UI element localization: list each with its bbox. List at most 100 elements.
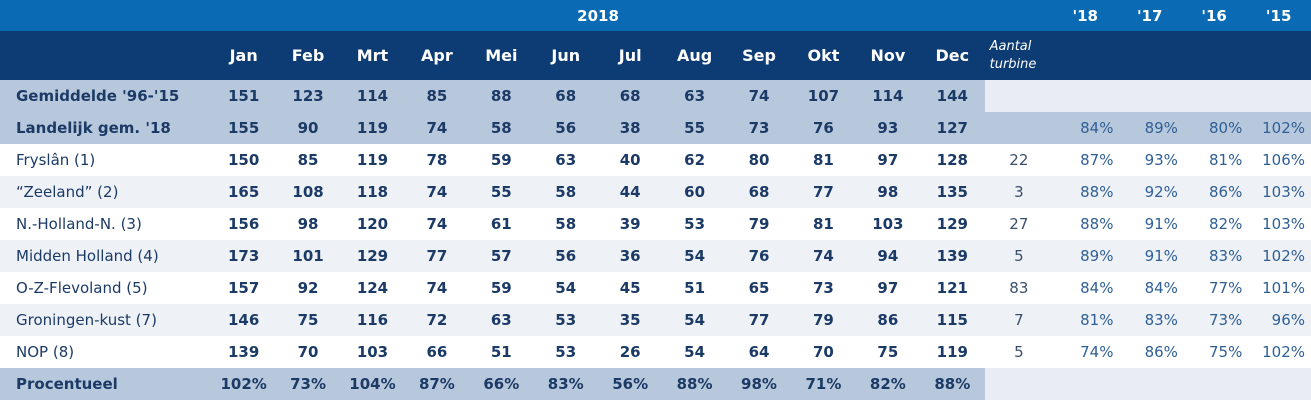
month-header: Jun bbox=[533, 31, 598, 80]
row-label: Fryslân (1) bbox=[0, 144, 212, 176]
month-header: Apr bbox=[404, 31, 470, 80]
month-value: 83% bbox=[533, 368, 598, 400]
turbine-count-header-line1: Aantal bbox=[989, 38, 1032, 54]
month-value: 35 bbox=[597, 304, 663, 336]
year-percentage: 83% bbox=[1181, 240, 1247, 272]
month-value: 77 bbox=[726, 304, 792, 336]
year-percentage bbox=[1117, 80, 1182, 112]
year-percentage: 89% bbox=[1053, 240, 1118, 272]
year-percentage: 84% bbox=[1053, 272, 1118, 304]
month-value: 82% bbox=[855, 368, 921, 400]
year-percentage: 75% bbox=[1181, 336, 1247, 368]
year-percentage: 91% bbox=[1117, 208, 1182, 240]
month-value: 92 bbox=[275, 272, 341, 304]
region-row: N.-Holland-N. (3) 156 98 120 74 61 58 39 53 79 81 1… bbox=[0, 208, 1311, 240]
turbine-count-header: Aantal turbine bbox=[984, 31, 1054, 80]
region-row: Groningen-kust (7) 146 75 116 72 63 53 35 54 77 79… bbox=[0, 304, 1311, 336]
month-value: 53 bbox=[533, 304, 598, 336]
month-value: 155 bbox=[211, 112, 276, 144]
month-value: 124 bbox=[340, 272, 405, 304]
month-value: 107 bbox=[791, 80, 856, 112]
year-percentage: 88% bbox=[1053, 176, 1118, 208]
month-value: 87% bbox=[404, 368, 470, 400]
year-percentage: 86% bbox=[1117, 336, 1182, 368]
prev-year-header: '15 bbox=[1246, 0, 1311, 31]
month-value: 119 bbox=[340, 144, 405, 176]
month-value: 74 bbox=[404, 208, 470, 240]
turbine-count: 7 bbox=[984, 304, 1054, 336]
month-value: 150 bbox=[211, 144, 276, 176]
month-header: Okt bbox=[791, 31, 856, 80]
month-value: 85 bbox=[404, 80, 470, 112]
month-value: 74 bbox=[404, 272, 470, 304]
month-header: Jan bbox=[211, 31, 276, 80]
year-percentage: 87% bbox=[1053, 144, 1118, 176]
year-percentage: 102% bbox=[1246, 336, 1311, 368]
month-value: 62 bbox=[662, 144, 727, 176]
turbine-count: 3 bbox=[984, 176, 1054, 208]
month-value: 38 bbox=[597, 112, 663, 144]
month-value: 120 bbox=[340, 208, 405, 240]
month-value: 116 bbox=[340, 304, 405, 336]
month-value: 97 bbox=[855, 144, 921, 176]
month-value: 44 bbox=[597, 176, 663, 208]
month-value: 75 bbox=[855, 336, 921, 368]
year-percentage: 102% bbox=[1246, 240, 1311, 272]
month-value: 146 bbox=[211, 304, 276, 336]
month-value: 77 bbox=[791, 176, 856, 208]
month-value: 56 bbox=[533, 240, 598, 272]
year-percentage: 80% bbox=[1181, 112, 1247, 144]
month-value: 108 bbox=[275, 176, 341, 208]
month-value: 64 bbox=[726, 336, 792, 368]
turbine-count: 22 bbox=[984, 144, 1054, 176]
region-row: Fryslân (1) 150 85 119 78 59 63 40 62 80 81 97 128 22… bbox=[0, 144, 1311, 176]
month-value: 98% bbox=[726, 368, 792, 400]
average-row: Gemiddelde '96-'15 151 123 114 85 88 68 68 63 74 1… bbox=[0, 80, 1311, 112]
month-header: Mei bbox=[469, 31, 534, 80]
month-value: 79 bbox=[791, 304, 856, 336]
year-percentage bbox=[1181, 80, 1247, 112]
turbine-count: 83 bbox=[984, 272, 1054, 304]
wind-production-table: 2018 '18 '17 '16 '15 Jan Feb Mrt Apr Mei Jun J… bbox=[0, 0, 1311, 400]
month-value: 75 bbox=[275, 304, 341, 336]
month-value: 26 bbox=[597, 336, 663, 368]
row-label: NOP (8) bbox=[0, 336, 212, 368]
month-value: 103 bbox=[855, 208, 921, 240]
month-value: 72 bbox=[404, 304, 470, 336]
month-header: Nov bbox=[855, 31, 921, 80]
month-value: 55 bbox=[469, 176, 534, 208]
month-value: 55 bbox=[662, 112, 727, 144]
month-value: 74 bbox=[404, 176, 470, 208]
month-value: 151 bbox=[211, 80, 276, 112]
month-header: Mrt bbox=[340, 31, 405, 80]
month-value: 70 bbox=[275, 336, 341, 368]
year-percentage: 81% bbox=[1181, 144, 1247, 176]
month-value: 129 bbox=[920, 208, 985, 240]
month-value: 85 bbox=[275, 144, 341, 176]
month-value: 86 bbox=[855, 304, 921, 336]
month-value: 93 bbox=[855, 112, 921, 144]
month-value: 73 bbox=[791, 272, 856, 304]
month-header: Feb bbox=[275, 31, 341, 80]
row-label: “Zeeland” (2) bbox=[0, 176, 212, 208]
year-percentage: 103% bbox=[1246, 176, 1311, 208]
month-value: 39 bbox=[597, 208, 663, 240]
month-value: 88% bbox=[662, 368, 727, 400]
month-header-row: Jan Feb Mrt Apr Mei Jun Jul Aug Sep Okt Nov Dec Aant… bbox=[0, 31, 1311, 80]
turbine-count: 27 bbox=[984, 208, 1054, 240]
month-value: 98 bbox=[855, 176, 921, 208]
year-percentage: 91% bbox=[1117, 240, 1182, 272]
month-value: 119 bbox=[920, 336, 985, 368]
national-row: Landelijk gem. '18 155 90 119 74 58 56 38 55 73 76… bbox=[0, 112, 1311, 144]
year-percentage: 106% bbox=[1246, 144, 1311, 176]
month-value: 54 bbox=[662, 304, 727, 336]
year-percentage bbox=[1246, 80, 1311, 112]
region-row: NOP (8) 139 70 103 66 51 53 26 54 64 70 75 119 5 74% 86… bbox=[0, 336, 1311, 368]
month-value: 74 bbox=[726, 80, 792, 112]
month-value: 73 bbox=[726, 112, 792, 144]
month-value: 54 bbox=[533, 272, 598, 304]
month-value: 51 bbox=[662, 272, 727, 304]
month-value: 79 bbox=[726, 208, 792, 240]
year-percentage bbox=[1117, 368, 1182, 400]
month-value: 157 bbox=[211, 272, 276, 304]
